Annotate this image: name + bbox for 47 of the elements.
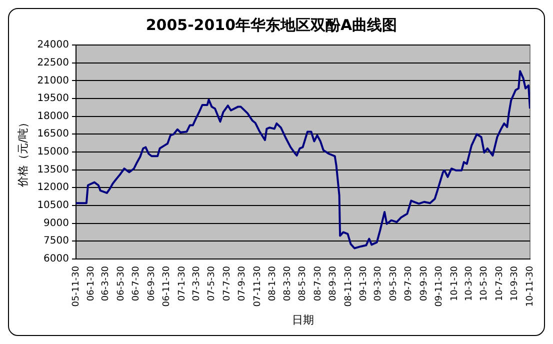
y-tick-label: 7500: [44, 236, 70, 247]
y-tick-label: 6000: [44, 254, 70, 265]
x-tick-label: 09-1-30: [359, 266, 370, 302]
x-tick-label: 07-11-30: [252, 266, 263, 307]
chart-title: 2005-2010年华东地区双酚A曲线图: [146, 16, 398, 34]
x-axis-title: 日期: [292, 313, 314, 326]
x-tick-label: 08-3-30: [282, 266, 293, 302]
y-tick-label: 15000: [37, 146, 70, 158]
x-tick-label: 06-3-30: [101, 266, 112, 302]
x-tick-label: 08-1-30: [268, 266, 278, 302]
y-axis-title: 价格（元/吨）: [16, 117, 30, 188]
y-tick-label: 10500: [37, 200, 70, 212]
y-tick-label: 12000: [37, 182, 70, 194]
x-tick-label: 07-1-30: [177, 266, 188, 302]
x-tick-label: 08-9-30: [328, 266, 339, 302]
x-tick-label: 09-7-30: [404, 266, 414, 302]
x-tick-label: 08-5-30: [298, 266, 308, 302]
x-tick-label: 06-1-30: [86, 266, 97, 302]
x-tick-label: 08-7-30: [313, 266, 324, 302]
x-tick-label: 09-3-30: [374, 266, 384, 302]
x-tick-label: 10-9-30: [510, 266, 520, 302]
x-tick-label: 06-9-30: [146, 266, 157, 302]
y-tick-label: 22500: [37, 57, 70, 68]
y-tick-label: 16500: [37, 128, 70, 140]
x-tick-label: 09-5-30: [388, 266, 399, 302]
x-tick-label: 08-11-30: [344, 266, 354, 307]
x-tick-label: 10-7-30: [494, 266, 505, 302]
y-tick-label: 13500: [37, 164, 70, 176]
y-tick-label: 18000: [37, 110, 70, 122]
x-tick-label: 07-7-30: [222, 266, 232, 302]
x-tick-label: 10-1-30: [450, 266, 460, 302]
x-tick-label: 06-7-30: [132, 266, 142, 302]
x-tick-label: 09-11-30: [434, 266, 445, 307]
y-tick-label: 9000: [44, 218, 70, 229]
x-tick-label: 07-9-30: [238, 266, 248, 302]
x-tick-label: 05-11-30: [71, 266, 82, 307]
y-tick-label: 21000: [37, 75, 70, 86]
y-tick-label: 19500: [37, 93, 70, 104]
x-tick-label: 09-9-30: [419, 266, 430, 302]
x-tick-label: 07-3-30: [192, 266, 202, 302]
x-tick-label: 06-11-30: [162, 266, 172, 307]
x-tick-label: 10-11-30: [525, 266, 536, 307]
x-tick-label: 07-5-30: [207, 266, 218, 302]
x-tick-label: 10-3-30: [464, 266, 474, 302]
x-tick-label: 10-5-30: [480, 266, 490, 302]
x-tick-label: 06-5-30: [116, 266, 126, 302]
y-tick-label: 24000: [37, 40, 70, 51]
